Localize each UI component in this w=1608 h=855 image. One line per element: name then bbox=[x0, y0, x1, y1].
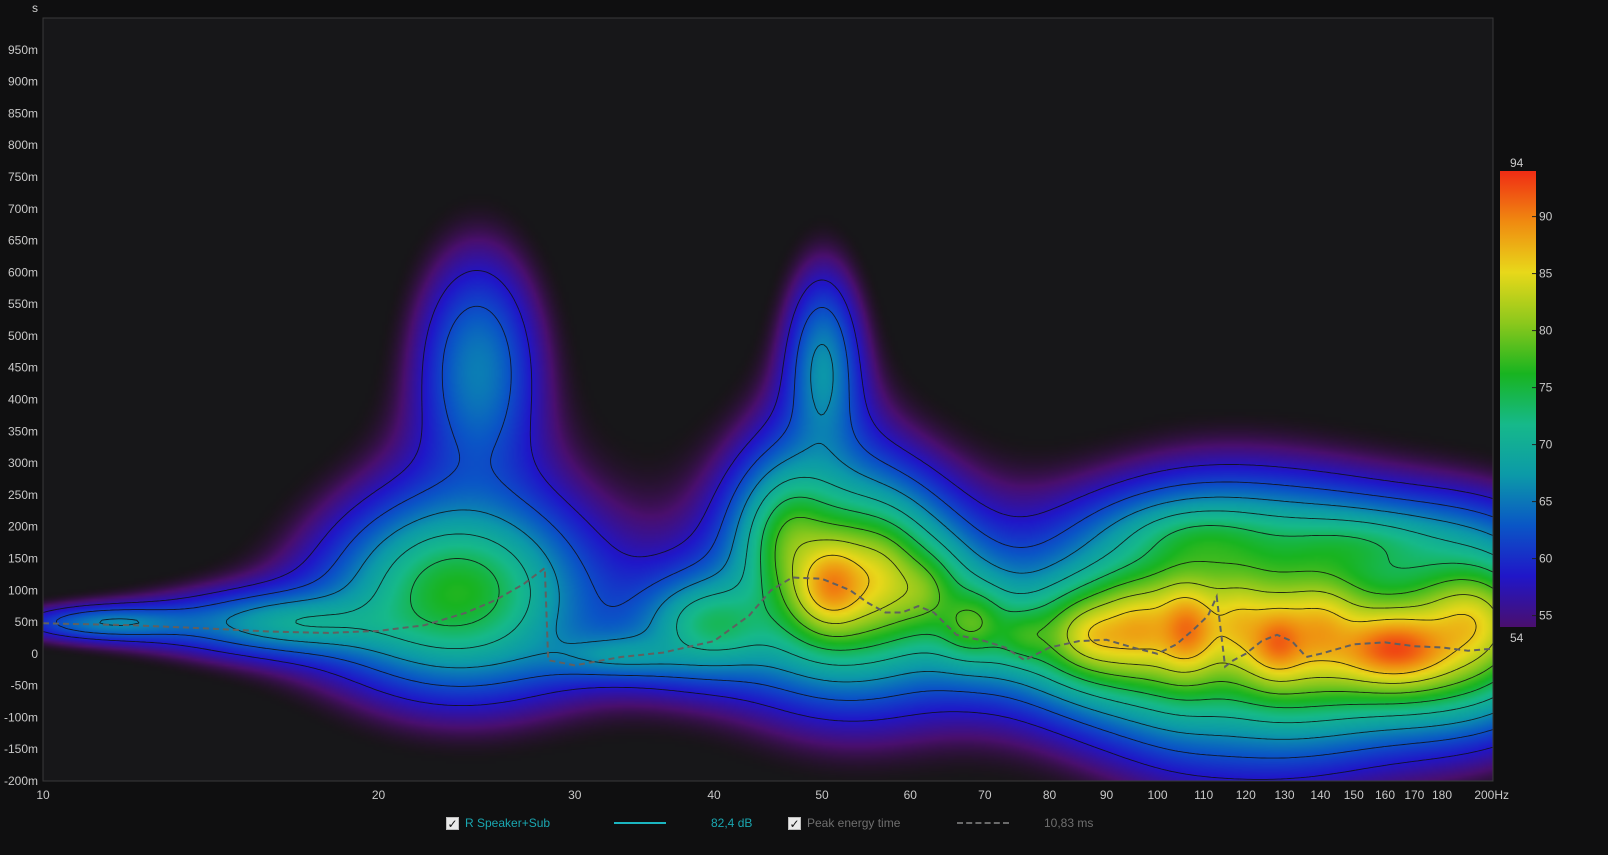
y-tick-label: 500m bbox=[8, 329, 38, 343]
contour-line bbox=[295, 476, 1493, 724]
colorbar-ticks: 55 60 65 70 75 80 85 90 bbox=[1532, 210, 1553, 623]
x-tick-label: 60 bbox=[904, 788, 918, 802]
x-tick-label: 50 bbox=[815, 788, 829, 802]
y-tick-label: 750m bbox=[8, 170, 38, 184]
contour-line bbox=[410, 496, 1493, 709]
measurement-line-swatch bbox=[614, 822, 666, 824]
peak-energy-value: 10,83 ms bbox=[1044, 816, 1094, 830]
measurement-value: 82,4 dB bbox=[711, 816, 753, 830]
peak-energy-checkbox[interactable]: ✓ bbox=[788, 816, 801, 831]
y-axis-unit-label: s bbox=[32, 1, 38, 15]
y-axis-ticks: 950m 900m 850m 800m 750m 700m 650m 600m 550m 500m… bbox=[4, 43, 38, 788]
colorbar: 94 54 55 60 65 70 75 80 85 90 bbox=[1500, 156, 1553, 645]
y-tick-label: 950m bbox=[8, 43, 38, 57]
y-tick-label: -50m bbox=[11, 679, 38, 693]
plot-frame bbox=[42, 17, 1494, 782]
contour-line bbox=[791, 539, 1493, 684]
colorbar-tick-label: 90 bbox=[1539, 210, 1553, 224]
y-tick-label: 150m bbox=[8, 551, 38, 565]
colorbar-tick-label: 85 bbox=[1539, 267, 1553, 281]
x-tick-label: 170 bbox=[1404, 788, 1424, 802]
measurement-swatch bbox=[614, 808, 666, 838]
y-tick-label: 250m bbox=[8, 488, 38, 502]
contour-lines bbox=[43, 270, 1493, 780]
contour-line bbox=[806, 554, 1477, 675]
x-tick-label: 160 bbox=[1375, 788, 1395, 802]
x-tick-label: 10 bbox=[36, 788, 50, 802]
x-tick-label: 30 bbox=[568, 788, 582, 802]
x-tick-label: 200Hz bbox=[1474, 788, 1509, 802]
y-tick-label: 50m bbox=[15, 615, 38, 629]
colorbar-tick-label: 75 bbox=[1539, 381, 1553, 395]
contour-line bbox=[774, 516, 1493, 695]
series-layer bbox=[43, 566, 1493, 669]
contour-line bbox=[43, 270, 1493, 780]
colorbar-min-label: 54 bbox=[1510, 631, 1524, 645]
y-tick-label: 100m bbox=[8, 583, 38, 597]
contour-line bbox=[99, 344, 1493, 740]
y-tick-label: 0 bbox=[31, 647, 38, 661]
x-axis-ticks: 10 20 30 40 50 60 70 80 90 100 110 120 130 140 150 160 1… bbox=[36, 788, 1509, 802]
y-tick-label: 550m bbox=[8, 297, 38, 311]
y-tick-label: 650m bbox=[8, 234, 38, 248]
colorbar-max-label: 94 bbox=[1510, 156, 1524, 170]
y-tick-label: 300m bbox=[8, 456, 38, 470]
colorbar-tick-label: 55 bbox=[1539, 609, 1553, 623]
y-tick-label: -200m bbox=[4, 774, 38, 788]
colorbar-tick-label: 70 bbox=[1539, 438, 1553, 452]
x-tick-label: 90 bbox=[1100, 788, 1114, 802]
peak-energy-time-line bbox=[43, 566, 1493, 669]
y-tick-label: 850m bbox=[8, 106, 38, 120]
x-tick-label: 20 bbox=[372, 788, 386, 802]
contour-line bbox=[55, 305, 1493, 759]
y-tick-label: 350m bbox=[8, 424, 38, 438]
legend-bar: ✓ R Speaker+Sub 82,4 dB ✓ Peak energy ti… bbox=[0, 808, 1608, 838]
measurement-checkbox[interactable]: ✓ bbox=[446, 816, 459, 831]
y-tick-label: 700m bbox=[8, 202, 38, 216]
colorbar-tick-label: 60 bbox=[1539, 552, 1553, 566]
y-tick-label: 450m bbox=[8, 361, 38, 375]
x-tick-label: 40 bbox=[707, 788, 721, 802]
peak-energy-name: Peak energy time bbox=[807, 816, 901, 830]
x-tick-label: 80 bbox=[1043, 788, 1057, 802]
x-tick-label: 180 bbox=[1432, 788, 1452, 802]
y-tick-label: -150m bbox=[4, 742, 38, 756]
x-tick-label: 70 bbox=[978, 788, 992, 802]
x-tick-label: 150 bbox=[1344, 788, 1364, 802]
x-tick-label: 120 bbox=[1236, 788, 1256, 802]
legend-measurement: ✓ R Speaker+Sub bbox=[446, 808, 550, 838]
x-tick-label: 110 bbox=[1194, 788, 1213, 802]
colorbar-tick-label: 65 bbox=[1539, 495, 1553, 509]
measurement-name: R Speaker+Sub bbox=[465, 816, 551, 830]
y-tick-label: 800m bbox=[8, 138, 38, 152]
y-tick-label: 400m bbox=[8, 393, 38, 407]
colorbar-gradient bbox=[1500, 171, 1536, 627]
x-tick-label: 100 bbox=[1147, 788, 1167, 802]
y-tick-label: 200m bbox=[8, 520, 38, 534]
peak-energy-line-swatch bbox=[957, 822, 1009, 824]
colorbar-tick-label: 80 bbox=[1539, 324, 1553, 338]
x-tick-label: 130 bbox=[1274, 788, 1294, 802]
y-tick-label: -100m bbox=[4, 710, 38, 724]
y-tick-label: 600m bbox=[8, 265, 38, 279]
y-tick-label: 900m bbox=[8, 75, 38, 89]
x-tick-label: 140 bbox=[1310, 788, 1330, 802]
peak-energy-swatch bbox=[957, 808, 1009, 838]
heatmap-surface bbox=[43, 18, 1493, 781]
legend-peak-energy: ✓ Peak energy time bbox=[788, 808, 900, 838]
